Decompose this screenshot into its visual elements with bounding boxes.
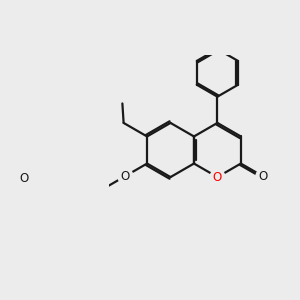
Text: O: O	[259, 170, 268, 183]
Text: O: O	[19, 172, 28, 185]
Text: O: O	[120, 170, 129, 183]
Text: O: O	[213, 171, 222, 184]
